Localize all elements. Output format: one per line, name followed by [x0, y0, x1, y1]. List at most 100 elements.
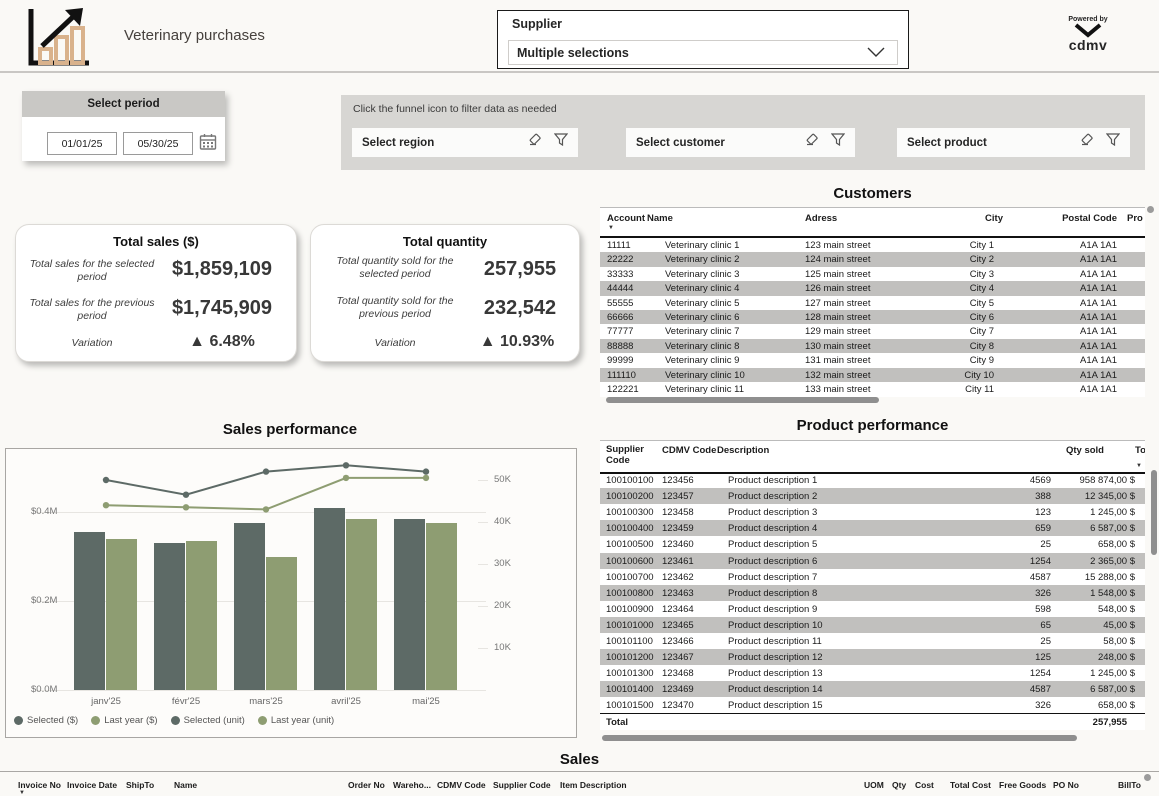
products-row[interactable]: 100101000 123465 Product description 10 65 4… [600, 616, 1145, 633]
products-row[interactable]: 100101100 123466 Product description 11 25 5… [600, 633, 1145, 649]
funnel-icon[interactable] [830, 133, 846, 152]
products-row[interactable]: 100100600 123461 Product description 6 1254… [600, 552, 1145, 569]
funnel-icon[interactable] [1105, 133, 1121, 152]
bar-selected-mars'25[interactable] [234, 523, 265, 690]
bar-lastyear-mars'25[interactable] [266, 556, 297, 690]
products-col-to[interactable]: To [1135, 445, 1145, 456]
line-point[interactable] [182, 491, 190, 498]
customers-row[interactable]: 55555 Veterinary clinic 5 127 main street C… [600, 296, 1145, 310]
products-cell: 123466 [662, 636, 694, 647]
customers-col-account[interactable]: Account [607, 213, 645, 224]
products-col-supplier-code[interactable]: Supplier Code [606, 444, 645, 466]
bar-selected-févr'25[interactable] [154, 543, 185, 690]
line-point[interactable] [262, 468, 270, 475]
bar-lastyear-mai'25[interactable] [426, 523, 457, 690]
customers-title: Customers [833, 185, 912, 202]
select-customer-slicer[interactable]: Select customer [626, 128, 855, 157]
sales-col-invoice-no[interactable]: Invoice No [18, 780, 61, 790]
products-vscrollbar[interactable] [1151, 470, 1157, 555]
line-point[interactable] [422, 474, 430, 482]
eraser-icon[interactable] [805, 133, 819, 152]
customers-col-city[interactable]: City [985, 213, 1003, 224]
select-region-slicer[interactable]: Select region [352, 128, 578, 157]
customers-row[interactable]: 88888 Veterinary clinic 8 130 main street C… [600, 338, 1145, 354]
sales-col-total-cost[interactable]: Total Cost [950, 780, 991, 790]
calendar-icon[interactable] [199, 133, 217, 156]
bar-lastyear-janv'25[interactable] [106, 538, 137, 690]
products-row[interactable]: 100100800 123463 Product description 8 326 1… [600, 584, 1145, 601]
customers-col-name[interactable]: Name [647, 213, 673, 224]
customers-row[interactable]: 44444 Veterinary clinic 4 126 main street C… [600, 281, 1145, 296]
period-end-input[interactable] [123, 132, 193, 155]
line-point[interactable] [422, 468, 430, 475]
funnel-icon[interactable] [553, 133, 569, 152]
customers-hscrollbar[interactable] [606, 397, 879, 403]
sales-col-qty[interactable]: Qty [892, 780, 907, 790]
customers-row[interactable]: 77777 Veterinary clinic 7 129 main street C… [600, 324, 1145, 338]
products-col-cdmv-code[interactable]: CDMV Code [662, 445, 717, 456]
customers-row[interactable]: 99999 Veterinary clinic 9 131 main street C… [600, 353, 1145, 367]
bar-selected-janv'25[interactable] [74, 532, 105, 690]
sales-col-invoice-date[interactable]: Invoice Date [67, 780, 118, 790]
sales-col-order-no[interactable]: Order No [348, 780, 385, 790]
products-row[interactable]: 100100100 123456 Product description 1 4569… [600, 472, 1145, 488]
products-row[interactable]: 100100300 123458 Product description 3 123 1… [600, 504, 1145, 520]
products-cell: Product description 11 [728, 636, 822, 647]
products-row[interactable]: 100101400 123469 Product description 14 458… [600, 681, 1145, 698]
products-hscrollbar[interactable] [602, 735, 1077, 741]
sales-col-cdmv-code[interactable]: CDMV Code [437, 780, 486, 790]
customers-row[interactable]: 11111 Veterinary clinic 1 123 main street C… [600, 238, 1145, 252]
bar-lastyear-avril'25[interactable] [346, 518, 377, 690]
customers-row[interactable]: 111110 Veterinary clinic 10 132 main stree… [600, 367, 1145, 382]
sales-col-po-no[interactable]: PO No [1053, 780, 1079, 790]
select-customer-label: Select customer [636, 136, 725, 149]
line-point[interactable] [102, 502, 110, 509]
line-point[interactable] [262, 506, 270, 513]
supplier-dropdown[interactable]: Multiple selections [508, 40, 898, 65]
products-col-description[interactable]: Description [717, 445, 770, 456]
products-row[interactable]: 100100700 123462 Product description 7 4587… [600, 569, 1145, 585]
bar-lastyear-févr'25[interactable] [186, 540, 217, 690]
bar-selected-mai'25[interactable] [394, 518, 425, 690]
select-product-slicer[interactable]: Select product [897, 128, 1130, 157]
products-row[interactable]: 100100500 123460 Product description 5 25 65… [600, 536, 1145, 552]
products-cell: 123458 [662, 507, 694, 519]
products-row[interactable]: 100101300 123468 Product description 13 125… [600, 665, 1145, 681]
line-point[interactable] [182, 504, 190, 511]
sales-col-supplier-code[interactable]: Supplier Code [493, 780, 551, 790]
products-row[interactable]: 100100200 123457 Product description 2 388 1… [600, 488, 1145, 505]
sales-col-name[interactable]: Name [174, 780, 198, 790]
line-point[interactable] [342, 462, 350, 469]
line-point[interactable] [342, 474, 350, 482]
chevron-down-icon[interactable] [867, 44, 897, 62]
eraser-icon[interactable] [528, 133, 542, 152]
products-col-qty-sold[interactable]: Qty sold [1065, 445, 1104, 456]
sales-col-item-description[interactable]: Item Description [560, 780, 627, 790]
products-cell: 326 [1035, 587, 1051, 599]
sales-col-cost[interactable]: Cost [915, 780, 934, 790]
products-row[interactable]: 100101500 123470 Product description 15 326… [600, 697, 1145, 713]
customers-cell: 124 main street [805, 254, 871, 266]
sales-col-wareho-[interactable]: Wareho... [393, 780, 431, 790]
products-row[interactable]: 100100400 123459 Product description 4 659 6… [600, 520, 1145, 537]
customers-col-adress[interactable]: Adress [805, 213, 838, 224]
period-start-input[interactable] [47, 132, 117, 155]
line-point[interactable] [102, 476, 110, 484]
bar-selected-avril'25[interactable] [314, 507, 345, 690]
products-row[interactable]: 100100900 123464 Product description 9 598 5… [600, 601, 1145, 617]
customers-col-postal-code[interactable]: Postal Code [1062, 213, 1117, 224]
customers-cell: 33333 [607, 268, 634, 280]
customers-row[interactable]: 22222 Veterinary clinic 2 124 main street C… [600, 252, 1145, 267]
customers-row[interactable]: 33333 Veterinary clinic 3 125 main street C… [600, 267, 1145, 281]
products-cell: Product description 12 [728, 652, 823, 664]
sales-col-shipto[interactable]: ShipTo [126, 780, 155, 790]
sales-col-free-goods[interactable]: Free Goods [999, 780, 1047, 790]
eraser-icon[interactable] [1080, 133, 1094, 152]
products-cell: Product description 5 [728, 539, 818, 551]
customers-row[interactable]: 122221 Veterinary clinic 11 133 main stree… [600, 382, 1145, 396]
sales-col-billto[interactable]: BillTo [1118, 780, 1141, 790]
customers-col-pro[interactable]: Pro [1127, 213, 1143, 224]
products-row[interactable]: 100101200 123467 Product description 12 125… [600, 649, 1145, 666]
sales-col-uom[interactable]: UOM [864, 780, 884, 790]
customers-row[interactable]: 66666 Veterinary clinic 6 128 main street C… [600, 310, 1145, 325]
